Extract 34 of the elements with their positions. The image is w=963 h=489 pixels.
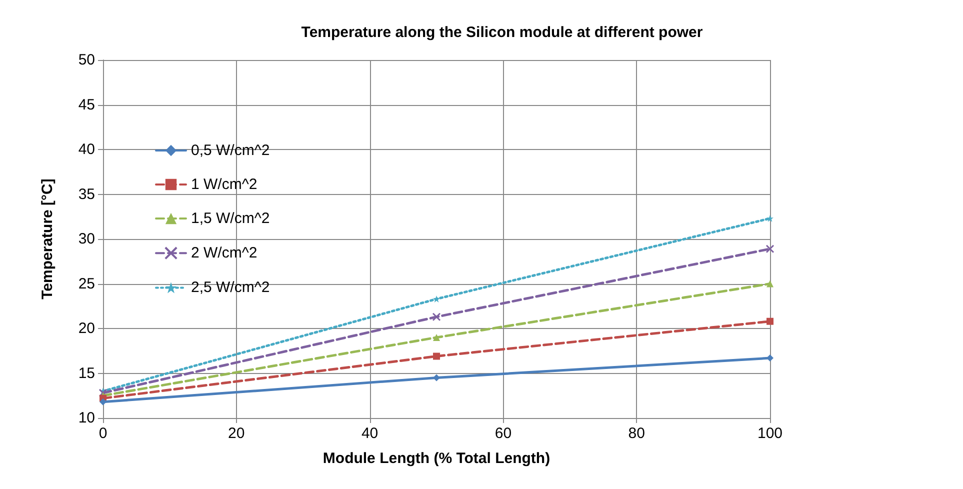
point (433, 295, 440, 302)
point (766, 354, 774, 362)
legend-label: 1,5 W/cm^2 (191, 210, 270, 227)
point (433, 352, 440, 360)
x-tick-label: 60 (494, 425, 512, 442)
legend-label: 0,5 W/cm^2 (191, 142, 270, 159)
point (432, 312, 441, 322)
y-axis-title: Temperature [°C] (39, 178, 56, 300)
y-tick-label: 30 (78, 230, 95, 248)
legend-label: 1 W/cm^2 (191, 176, 258, 193)
y-tick-label: 15 (78, 364, 95, 382)
y-tick-label: 25 (78, 275, 95, 292)
x-tick-label: 100 (757, 425, 783, 442)
point (433, 374, 440, 382)
y-tick-label: 35 (78, 186, 95, 203)
chart-title: Temperature along the Silicon module at different power (301, 24, 703, 41)
y-tick-label: 10 (78, 410, 95, 426)
y-tick-label: 40 (78, 141, 95, 158)
point (766, 318, 774, 325)
x-tick-label: 0 (98, 425, 108, 442)
point (766, 244, 774, 254)
x-tick-label: 80 (628, 425, 645, 442)
y-tick-label: 45 (78, 96, 95, 114)
point (766, 214, 774, 222)
point (766, 280, 774, 288)
legend-label: 2 W/cm^2 (191, 244, 258, 262)
point (100, 398, 106, 406)
y-tick-label: 50 (78, 52, 95, 68)
x-axis-title: Module Length (% Total Length) (322, 450, 550, 467)
point (433, 334, 440, 341)
x-tick-label: 20 (228, 425, 245, 442)
y-tick-label: 20 (78, 320, 95, 337)
legend-label: 2,5 W/cm^2 (191, 279, 270, 296)
x-tick-label: 40 (361, 425, 378, 442)
